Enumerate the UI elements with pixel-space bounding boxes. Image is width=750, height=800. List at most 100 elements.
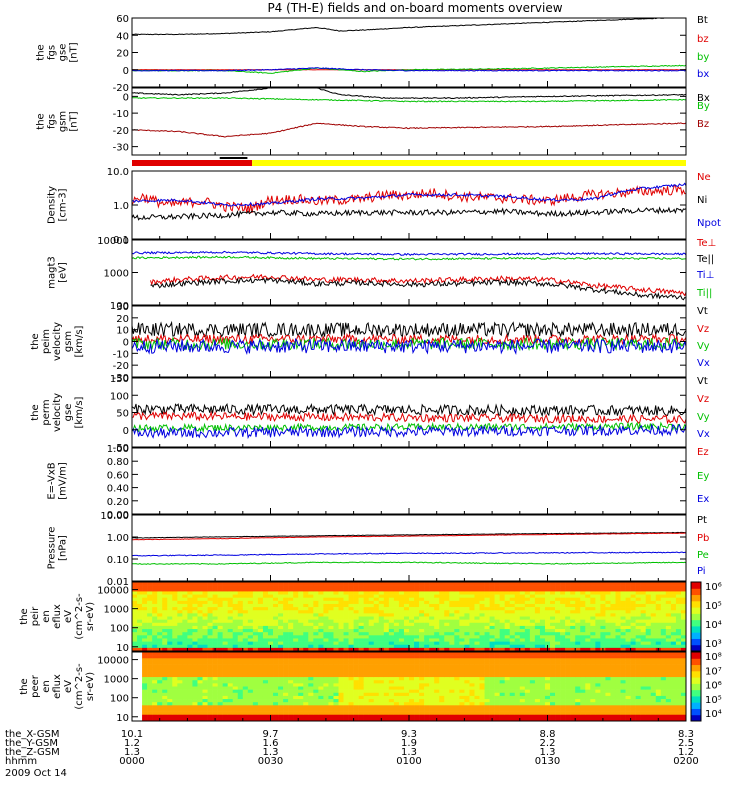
series-vgse-0 [132,402,686,418]
panel-vgse: 150 100 50 0 -50 Vt Vz Vy Vx the perm velocity gse [k… [30,374,710,454]
y-axis-label: Pressure [47,527,58,570]
y-axis-label: fgs [47,45,58,60]
mode-segment-0 [132,160,253,166]
date-label: 2009 Oct 14 [5,768,67,779]
y-axis-label: the [30,333,41,349]
y-axis-label: E=-VxB [47,462,58,499]
y-tick-label: 0 [123,338,129,349]
legend-pressure-2: Pe [697,550,709,561]
y-axis-label: the [19,678,30,694]
colorbar-tick-label: 10⁷ [705,666,722,677]
y-axis-label: the [36,113,47,129]
y-tick-label: 40 [116,31,129,42]
y-tick-label: 50 [116,409,129,420]
y-axis-label: (cm^2-s- [74,593,85,640]
legend-vgsm-3: Vx [697,358,710,369]
footer-tick-hhmm: 0100 [396,756,421,767]
y-tick-label: -10 [113,349,129,360]
legend-vgsm-1: Vz [697,324,709,335]
panel-temperature: 10000 1000 100 Te⊥ Te|| Ti⊥ Ti|| magt3 [eV] [47,236,717,312]
footer-tick-Y: 1.6 [263,738,279,749]
footer-tick-Z: 1.3 [263,747,279,758]
y-axis-label: [mV/m] [58,462,69,500]
y-tick-label: 100 [110,301,129,312]
y-axis-label: velocity [52,393,63,432]
series-density-0 [132,184,686,213]
series-pressure-0 [132,531,686,539]
y-tick-label: 1000 [104,269,129,280]
y-tick-label: 1.00 [107,444,129,455]
y-axis-label: the [19,608,30,624]
legend-temperature-1: Te|| [696,254,714,265]
y-axis-label: gsm [58,111,69,132]
y-axis-label: en [41,610,52,623]
y-tick-label: 1000 [104,605,129,616]
y-tick-label: 0 [123,426,129,437]
series-density-2 [132,182,686,207]
y-tick-label: 0.40 [107,484,129,495]
y-tick-label: -20 [113,361,129,372]
y-tick-label: 20 [116,314,129,325]
footer-tick-hhmm: 0000 [119,756,144,767]
ion_spec-cells [132,582,687,652]
y-axis-label: gsm [63,331,74,352]
legend-density-2: Npot [697,218,721,229]
series-vgsm-3 [132,337,686,356]
y-tick-label: 100 [110,624,129,635]
y-tick-label: 1000 [104,675,129,686]
y-axis-label: eflux [52,674,63,699]
y-tick-label: 30 [116,302,129,313]
footer-tick-Z: 1.3 [124,747,140,758]
legend-efield-2: Ex [697,494,709,505]
y-axis-label: sr-eV) [85,672,96,701]
legend-bgsm-0: Bx [697,93,710,104]
plot-title: P4 (TH-E) fields and on-board moments ov… [267,1,562,15]
y-tick-label: 0.80 [107,457,129,468]
footer-tick-Y: 1.9 [401,738,417,749]
series-temperature-2 [132,250,686,256]
y-axis-label: [cm-3] [58,188,69,221]
y-tick-label: -50 [113,443,129,454]
series-bgse-0 [132,18,683,36]
legend-temperature-0: Te⊥ [696,238,716,249]
y-tick-label: 0.1 [113,235,129,246]
footer-tick-hhmm: 0200 [673,756,698,767]
series-bgsm-2 [132,122,686,138]
legend-vgse-2: Vy [697,412,710,423]
panel-efield: 1.00 0.80 0.60 0.40 0.20 0.00 Ez Ey Ex E=-VxB [mV/… [47,444,710,521]
colorbar-tick-label: 10⁴ [705,620,722,631]
y-tick-label: 10 [116,643,129,654]
footer-tick-Z: 1.3 [401,747,417,758]
footer-tick-Y: 2.2 [540,738,556,749]
y-axis-label: fgs [47,114,58,129]
panel-pressure: 10.00 1.00 0.10 0.01 Pt Pb Pe Pi Pressure [nPa] [47,511,710,588]
colorbar-tick-label: 10⁵ [705,695,722,706]
y-tick-label: 0.00 [107,510,129,521]
legend-density-1: Ni [697,195,707,206]
y-tick-label: 0.60 [107,470,129,481]
y-tick-label: -20 [113,126,129,137]
panel-bgse: 60 40 20 0 -20 Bt bz by bx the fgs gse [nT] [36,14,710,94]
y-tick-label: 0 [123,66,129,77]
series-vgse-2 [132,421,686,434]
y-tick-label: 150 [110,374,129,385]
mode-segment-1 [252,160,687,166]
y-tick-label: 0.20 [107,497,129,508]
footer-tick-X: 9.7 [263,729,279,740]
colorbar-tick-label: 10⁶ [705,582,722,593]
colorbar-tick-label: 10³ [705,639,722,650]
y-axis-label: eV [63,610,74,623]
panel-ion_spec: 10⁶ 10⁵ 10⁴ 10³ 10000 1000 100 10 the peir en eflux… [19,581,722,654]
y-tick-label: 100 [110,694,129,705]
legend-vgse-3: Vx [697,429,710,440]
series-pressure-1 [132,532,686,541]
footer-row-label: the_Z-GSM [5,747,60,758]
y-axis-label: [nPa] [58,535,69,561]
footer-row-label: the_X-GSM [5,729,59,740]
y-tick-label: -10 [113,109,129,120]
y-tick-label: 10000 [97,656,129,667]
footer-row-label: the_Y-GSM [5,738,58,749]
footer-tick-hhmm: 0130 [535,756,560,767]
